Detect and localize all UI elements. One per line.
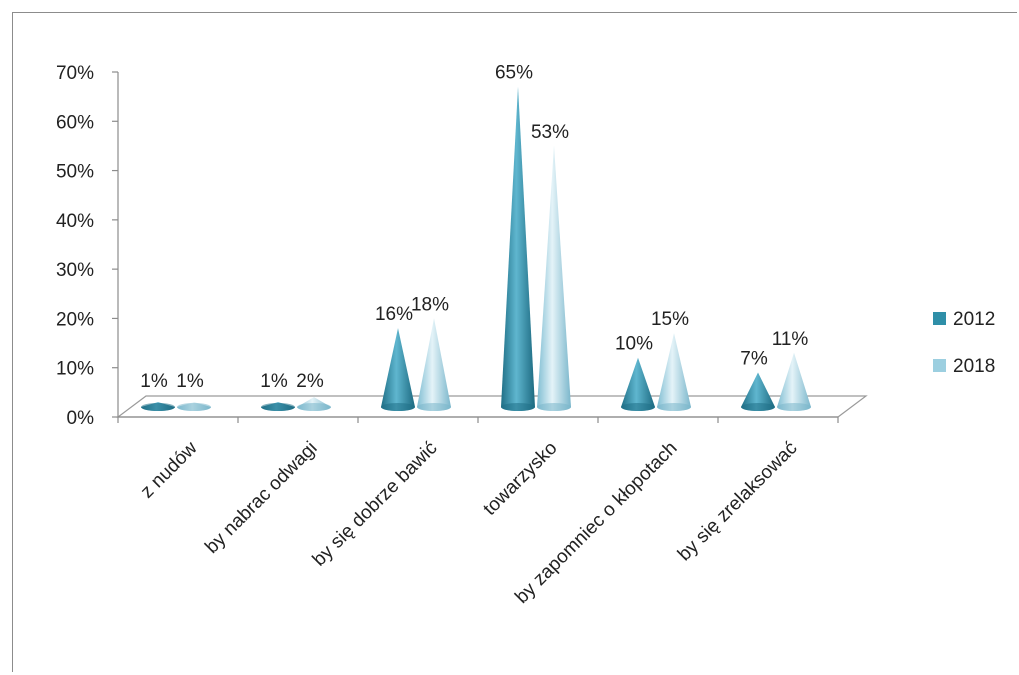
data-label-2018-2: 18% — [411, 294, 449, 315]
cone-2012-3 — [501, 86, 535, 412]
cone-base-2018-4 — [657, 403, 691, 411]
cone-base-2012-3 — [501, 403, 535, 411]
legend-label-2018: 2018 — [953, 356, 995, 377]
data-label-2018-3: 53% — [531, 122, 569, 143]
legend-swatch-2012 — [933, 312, 946, 325]
y-tick-label: 10% — [56, 359, 94, 380]
cone-base-2018-3 — [537, 403, 571, 411]
cone-base-2018-0 — [177, 403, 211, 411]
data-label-2018-0: 1% — [176, 371, 204, 392]
y-tick-label: 60% — [56, 112, 94, 133]
data-label-2012-4: 10% — [615, 334, 653, 355]
legend-swatch-2018 — [933, 359, 946, 372]
y-tick-label: 50% — [56, 162, 94, 183]
cone-2018-4 — [657, 333, 691, 411]
data-label-2018-5: 11% — [772, 329, 809, 350]
cone-base-2012-1 — [261, 403, 295, 411]
cone-2012-5 — [741, 372, 775, 411]
y-tick-label: 20% — [56, 309, 94, 330]
chart-frame — [12, 12, 1017, 672]
x-label-2: by się dobrze bawić — [309, 438, 442, 571]
x-label-0: z nudów — [137, 437, 202, 502]
cone-2012-2 — [381, 328, 415, 411]
y-tick-label: 0% — [67, 408, 95, 429]
cone-base-2012-5 — [741, 403, 775, 411]
cone-2018-5 — [777, 352, 811, 411]
data-label-2018-1: 2% — [296, 371, 324, 392]
legend-label-2012: 2012 — [953, 309, 995, 330]
x-label-5: by się zrelaksować — [674, 438, 802, 566]
data-label-2018-4: 15% — [651, 309, 689, 330]
cone-base-2012-4 — [621, 403, 655, 411]
cone-base-2018-2 — [417, 403, 451, 411]
data-label-2012-1: 1% — [260, 371, 288, 392]
cone-base-2018-1 — [297, 403, 331, 411]
x-label-1: by nabrac odwagi — [201, 438, 321, 558]
data-label-2012-0: 1% — [140, 371, 168, 392]
y-tick-label: 70% — [56, 63, 94, 84]
data-label-2012-3: 65% — [495, 63, 533, 84]
cone-base-2012-2 — [381, 403, 415, 411]
cone-2018-3 — [537, 145, 571, 411]
legend: 2012 2018 — [933, 309, 995, 377]
y-tick-label: 40% — [56, 211, 94, 232]
y-axis: 0% 10% 20% 30% 40% 50% 60% 70% — [56, 63, 839, 429]
data-label-2012-5: 7% — [740, 349, 768, 370]
cone-2018-2 — [417, 318, 451, 411]
data-labels: 1% 1% 1% 2% 16%18% 65% 53% 10% 15% 7%11% — [140, 63, 808, 392]
cone-base-2018-5 — [777, 403, 811, 411]
y-tick-label: 30% — [56, 260, 94, 281]
chart-marks — [141, 86, 811, 412]
data-label-2012-2: 16% — [375, 304, 413, 325]
cone-base-2012-0 — [141, 403, 175, 411]
x-label-3: towarzysko — [479, 438, 561, 520]
cone-2012-4 — [621, 357, 655, 411]
